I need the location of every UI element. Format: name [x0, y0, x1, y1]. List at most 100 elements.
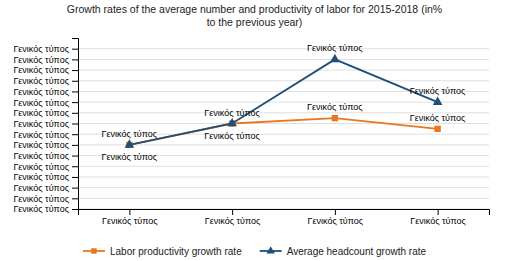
y-tick-mark: [72, 145, 78, 146]
title-line: to the previous year): [207, 16, 303, 28]
y-tick-mark: [72, 102, 78, 103]
y-axis-line: [72, 39, 79, 210]
y-tick: Γενικός τύπος: [13, 183, 78, 193]
grid-line: [78, 198, 489, 199]
y-tick: Γενικός τύπος: [13, 140, 78, 150]
x-tick: Γενικός τύπος: [308, 209, 364, 226]
x-tick-mark: [335, 209, 336, 215]
x-tick-mark: [438, 209, 439, 215]
y-tick-label: Γενικός τύπος: [13, 44, 69, 54]
y-tick-mark: [72, 59, 78, 60]
data-label: Γενικός τύπος: [410, 113, 466, 123]
x-tick-mark: [129, 209, 130, 215]
y-tick-label: Γενικός τύπος: [13, 76, 69, 86]
y-tick: Γενικός τύπος: [13, 162, 78, 172]
x-axis-line: [79, 210, 490, 216]
y-tick: Γενικός τύπος: [13, 98, 78, 108]
y-tick-label: Γενικός τύπος: [13, 151, 69, 161]
x-tick: Γενικός τύπος: [205, 209, 261, 226]
legend-marker: [267, 246, 275, 253]
y-tick-label: Γενικός τύπος: [13, 204, 69, 214]
x-tick-label: Γενικός τύπος: [205, 216, 261, 226]
title: Growth rates of the average number and p…: [67, 3, 442, 28]
x-tick-mark: [232, 209, 233, 215]
legend-marker: [91, 248, 96, 253]
y-tick: Γενικός τύπος: [13, 194, 78, 204]
y-tick: Γενικός τύπος: [13, 65, 78, 75]
y-tick-label: Γενικός τύπος: [13, 172, 69, 182]
y-tick-label: Γενικός τύπος: [13, 65, 69, 75]
y-tick-label: Γενικός τύπος: [13, 130, 69, 140]
y-tick: Γενικός τύπος: [13, 151, 78, 161]
y-tick-mark: [72, 49, 78, 50]
marker: [125, 139, 135, 147]
legend: Labor productivity growth rate Average he…: [83, 246, 427, 257]
y-axis: Γενικός τύποςΓενικός τύποςΓενικός τύποςΓ…: [13, 39, 78, 215]
x-tick-label: Γενικός τύπος: [410, 216, 466, 226]
grid-line: [78, 166, 489, 167]
y-tick-label: Γενικός τύπος: [13, 98, 69, 108]
data-label: Γενικός τύπος: [204, 108, 260, 118]
y-tick-label: Γενικός τύπος: [13, 162, 69, 172]
y-tick: Γενικός τύπος: [13, 108, 78, 118]
data-labels: Γενικός τύπος Γενικός τύπος Γενικός τύπος Γ…: [102, 43, 467, 162]
grid: [78, 49, 489, 209]
y-tick: Γενικός τύπος: [13, 87, 78, 97]
y-tick: Γενικός τύπος: [13, 119, 78, 129]
y-tick-mark: [72, 188, 78, 189]
marker: [227, 118, 237, 126]
plot: Γενικός τύποςΓενικός τύποςΓενικός τύποςΓ…: [13, 39, 489, 227]
data-label: Γενικός τύπος: [410, 86, 466, 96]
marker: [433, 97, 443, 105]
y-tick-label: Γενικός τύπος: [13, 183, 69, 193]
y-tick-label: Γενικός τύπος: [13, 119, 69, 129]
marker: [330, 54, 340, 62]
data-label: Γενικός τύπος: [307, 102, 363, 112]
legend-label: Average headcount growth rate: [287, 246, 427, 257]
data-label: Γενικός τύπος: [307, 43, 363, 53]
grid-line: [78, 123, 489, 124]
grid-line: [78, 144, 489, 145]
y-tick-mark: [72, 156, 78, 157]
y-tick-label: Γενικός τύπος: [13, 87, 69, 97]
y-tick-mark: [72, 198, 78, 199]
grid-line: [78, 80, 489, 81]
y-tick: Γενικός τύπος: [13, 55, 78, 65]
y-tick-label: Γενικός τύπος: [13, 140, 69, 150]
x-tick-label: Γενικός τύπος: [102, 216, 158, 226]
x-tick: Γενικός τύπος: [102, 209, 158, 226]
legend-label: Labor productivity growth rate: [110, 246, 242, 257]
y-tick-mark: [72, 70, 78, 71]
y-tick-label: Γενικός τύπος: [13, 108, 69, 118]
data-label: Γενικός τύπος: [204, 131, 260, 141]
grid-line: [78, 48, 489, 49]
marker: [332, 115, 338, 121]
data-label: Γενικός τύπος: [102, 152, 158, 162]
grid-line: [78, 59, 489, 60]
y-tick: Γενικός τύπος: [13, 44, 78, 54]
grid-line: [78, 176, 489, 177]
data-label: Γενικός τύπος: [102, 129, 158, 139]
y-tick-mark: [72, 113, 78, 114]
x-tick-label: Γενικός τύπος: [308, 216, 364, 226]
y-tick-label: Γενικός τύπος: [13, 194, 69, 204]
x-tick: Γενικός τύπος: [410, 209, 466, 226]
y-tick: Γενικός τύπος: [13, 204, 78, 214]
y-tick-label: Γενικός τύπος: [13, 55, 69, 65]
y-tick-mark: [72, 91, 78, 92]
chart: Growth rates of the average number and p…: [0, 0, 509, 261]
legend-item: Labor productivity growth rate: [83, 246, 242, 257]
y-tick: Γενικός τύπος: [13, 130, 78, 140]
y-tick-mark: [72, 209, 78, 210]
y-tick-mark: [72, 81, 78, 82]
series-line: [129, 59, 437, 145]
grid-line: [78, 70, 489, 71]
series-line: [129, 118, 437, 145]
marks: [125, 54, 443, 148]
x-axis: Γενικός τύπος Γενικός τύπος Γενικός τύπος Γ…: [79, 209, 490, 226]
grid-line: [78, 187, 489, 188]
grid-line: [78, 102, 489, 103]
y-tick: Γενικός τύπος: [13, 76, 78, 86]
marker: [434, 126, 440, 132]
title-line: Growth rates of the average number and p…: [67, 3, 442, 15]
